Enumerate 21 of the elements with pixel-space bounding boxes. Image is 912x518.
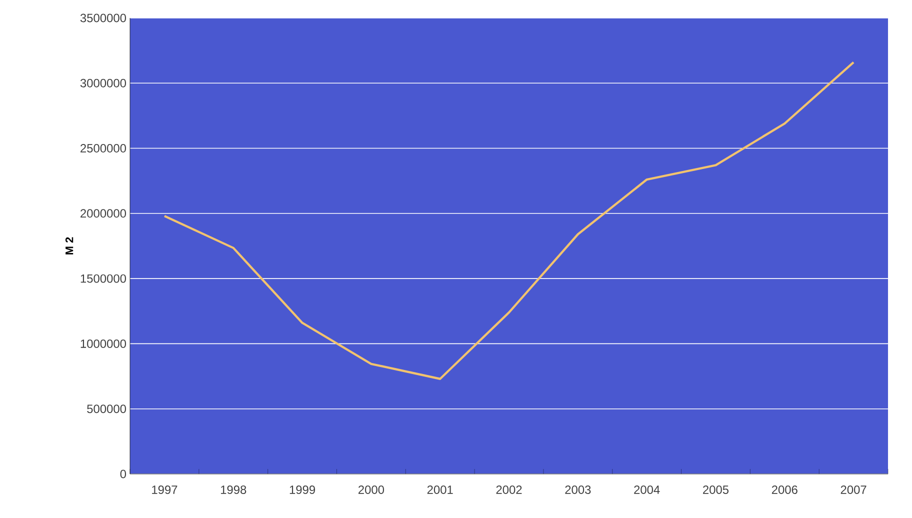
line-series xyxy=(163,61,855,380)
x-tick-label: 2004 xyxy=(634,486,660,494)
x-tick-label: 1997 xyxy=(152,486,178,494)
x-tick-label: 2006 xyxy=(772,486,798,494)
y-axis-title: M 2 xyxy=(65,237,74,254)
y-tick-label: 3500000 xyxy=(80,14,126,22)
x-tick-label: 1998 xyxy=(220,486,246,494)
x-tick-label: 2001 xyxy=(427,486,453,494)
x-tick-label: 2000 xyxy=(358,486,384,494)
y-tick-label: 2000000 xyxy=(80,209,126,218)
y-tick-label: 2500000 xyxy=(80,144,126,152)
x-tick-label: 2007 xyxy=(840,486,866,494)
y-tick-label: 1500000 xyxy=(80,274,126,283)
x-tick-label: 2002 xyxy=(496,486,522,494)
x-tick-label: 2005 xyxy=(703,486,729,494)
y-tick-label: 0 xyxy=(120,470,126,478)
x-tick-label: 2003 xyxy=(565,486,591,494)
y-tick-label: 1000000 xyxy=(80,339,126,348)
y-tick-label: 3000000 xyxy=(80,78,126,88)
x-tick-label: 1999 xyxy=(290,486,316,494)
y-tick-label: 500000 xyxy=(87,404,126,414)
